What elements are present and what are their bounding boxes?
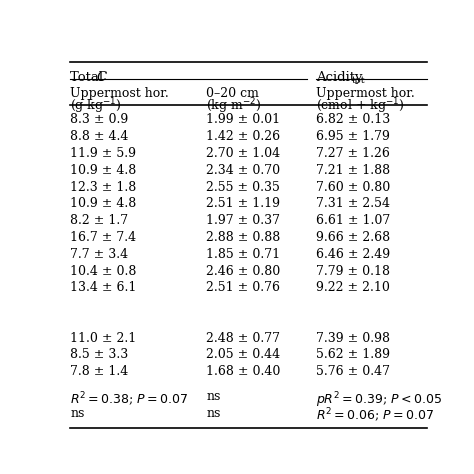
Text: 12.3 ± 1.8: 12.3 ± 1.8 (70, 181, 137, 193)
Text: 2.48 ± 0.77: 2.48 ± 0.77 (206, 332, 280, 345)
Text: 7.7 ± 3.4: 7.7 ± 3.4 (70, 248, 128, 261)
Text: 7.39 ± 0.98: 7.39 ± 0.98 (316, 332, 391, 345)
Text: 6.61 ± 1.07: 6.61 ± 1.07 (316, 214, 391, 227)
Text: 9.66 ± 2.68: 9.66 ± 2.68 (316, 231, 391, 244)
Text: 7.31 ± 2.54: 7.31 ± 2.54 (316, 197, 391, 210)
Text: ns: ns (206, 407, 220, 420)
Text: 5.62 ± 1.89: 5.62 ± 1.89 (316, 348, 391, 362)
Text: tot: tot (352, 76, 365, 85)
Text: 2.88 ± 0.88: 2.88 ± 0.88 (206, 231, 281, 244)
Text: 2.05 ± 0.44: 2.05 ± 0.44 (206, 348, 280, 362)
Text: (g kg$^{-1}$): (g kg$^{-1}$) (70, 96, 122, 116)
Text: 6.82 ± 0.13: 6.82 ± 0.13 (316, 113, 391, 127)
Text: 10.4 ± 0.8: 10.4 ± 0.8 (70, 264, 137, 278)
Text: $R^2 = 0.06$; $P = 0.07$: $R^2 = 0.06$; $P = 0.07$ (316, 407, 435, 425)
Text: 11.9 ± 5.9: 11.9 ± 5.9 (70, 147, 136, 160)
Text: 13.4 ± 6.1: 13.4 ± 6.1 (70, 282, 137, 294)
Text: Total: Total (70, 72, 108, 84)
Text: $R^2 = 0.38$; $P = 0.07$: $R^2 = 0.38$; $P = 0.07$ (70, 391, 189, 409)
Text: 7.27 ± 1.26: 7.27 ± 1.26 (316, 147, 390, 160)
Text: Uppermost hor.: Uppermost hor. (70, 87, 169, 100)
Text: 8.8 ± 4.4: 8.8 ± 4.4 (70, 130, 128, 143)
Text: 2.51 ± 1.19: 2.51 ± 1.19 (206, 197, 280, 210)
Text: 7.60 ± 0.80: 7.60 ± 0.80 (316, 181, 391, 193)
Text: (kg m$^{-2}$): (kg m$^{-2}$) (206, 96, 262, 116)
Text: 2.51 ± 0.76: 2.51 ± 0.76 (206, 282, 280, 294)
Text: 7.21 ± 1.88: 7.21 ± 1.88 (316, 164, 391, 177)
Text: 1.68 ± 0.40: 1.68 ± 0.40 (206, 365, 281, 378)
Text: 2.70 ± 1.04: 2.70 ± 1.04 (206, 147, 280, 160)
Text: 11.0 ± 2.1: 11.0 ± 2.1 (70, 332, 137, 345)
Text: 10.9 ± 4.8: 10.9 ± 4.8 (70, 197, 137, 210)
Text: ns: ns (206, 391, 220, 403)
Text: 2.46 ± 0.80: 2.46 ± 0.80 (206, 264, 281, 278)
Text: 8.3 ± 0.9: 8.3 ± 0.9 (70, 113, 128, 127)
Text: 1.42 ± 0.26: 1.42 ± 0.26 (206, 130, 280, 143)
Text: 0–20 cm: 0–20 cm (206, 87, 259, 100)
Text: 8.5 ± 3.3: 8.5 ± 3.3 (70, 348, 128, 362)
Text: C: C (96, 72, 107, 84)
Text: 2.55 ± 0.35: 2.55 ± 0.35 (206, 181, 280, 193)
Text: 1.85 ± 0.71: 1.85 ± 0.71 (206, 248, 280, 261)
Text: 7.79 ± 0.18: 7.79 ± 0.18 (316, 264, 391, 278)
Text: Uppermost hor.: Uppermost hor. (316, 87, 415, 100)
Text: (cmol + kg$^{-1}$): (cmol + kg$^{-1}$) (316, 96, 405, 116)
Text: 6.95 ± 1.79: 6.95 ± 1.79 (316, 130, 390, 143)
Text: ns: ns (70, 407, 85, 420)
Text: 8.2 ± 1.7: 8.2 ± 1.7 (70, 214, 128, 227)
Text: 10.9 ± 4.8: 10.9 ± 4.8 (70, 164, 137, 177)
Text: 2.34 ± 0.70: 2.34 ± 0.70 (206, 164, 280, 177)
Text: 5.76 ± 0.47: 5.76 ± 0.47 (316, 365, 391, 378)
Text: 1.97 ± 0.37: 1.97 ± 0.37 (206, 214, 280, 227)
Text: 1.99 ± 0.01: 1.99 ± 0.01 (206, 113, 280, 127)
Text: Acidity: Acidity (316, 72, 363, 84)
Text: 9.22 ± 2.10: 9.22 ± 2.10 (316, 282, 390, 294)
Text: 7.8 ± 1.4: 7.8 ± 1.4 (70, 365, 128, 378)
Text: 6.46 ± 2.49: 6.46 ± 2.49 (316, 248, 391, 261)
Text: $pR^2 = 0.39$; $P < 0.05$: $pR^2 = 0.39$; $P < 0.05$ (316, 391, 443, 410)
Text: 16.7 ± 7.4: 16.7 ± 7.4 (70, 231, 137, 244)
